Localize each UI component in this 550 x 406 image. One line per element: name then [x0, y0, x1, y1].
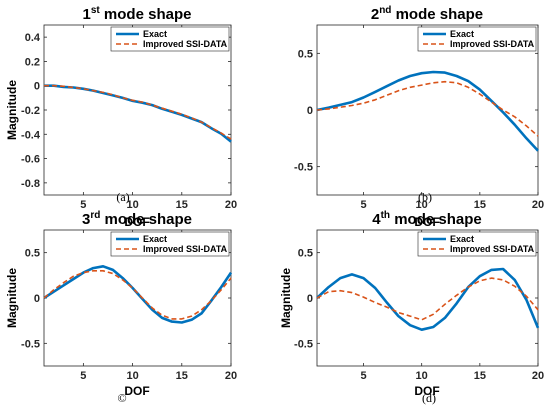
- y-tick-label: -0.5: [294, 338, 313, 350]
- chart-title: 4th mode shape: [372, 210, 482, 228]
- y-axis-label: Magnitude: [5, 268, 19, 328]
- x-tick-label: 15: [474, 370, 486, 382]
- chart-panel-4: 4th mode shape 0.5 0 -0.5 5 10 15 20 DOF Magnitud…: [279, 210, 544, 405]
- legend-box: [417, 231, 537, 257]
- y-tick-label: -0.4: [21, 129, 41, 141]
- x-tick-label: 20: [532, 199, 544, 211]
- y-axis-label: Magnitude: [5, 80, 19, 140]
- x-tick-label: 5: [80, 370, 86, 382]
- x-tick-label: 15: [176, 199, 188, 211]
- series-line-improved: [316, 80, 539, 137]
- y-tick-label: 0.2: [25, 56, 40, 68]
- legend-entry: Improved SSI-DATA: [450, 244, 535, 254]
- x-tick-label: 10: [126, 199, 138, 211]
- series-line-improved: [43, 269, 232, 320]
- legend-box: [110, 231, 230, 257]
- x-tick-label: 20: [532, 370, 544, 382]
- x-axis-label: DOF: [124, 215, 149, 229]
- x-tick-label: 5: [360, 199, 366, 211]
- legend-entry: Improved SSI-DATA: [143, 39, 228, 49]
- y-tick-label: 0: [34, 293, 40, 305]
- y-tick-label: -0.6: [21, 154, 40, 166]
- panel-caption: (d): [422, 391, 436, 405]
- x-axis-label: DOF: [414, 215, 439, 229]
- x-tick-label: 15: [176, 370, 188, 382]
- series-line-improved: [316, 277, 539, 321]
- y-tick-label: 0.5: [25, 248, 40, 260]
- y-tick-label: -0.5: [21, 338, 40, 350]
- series-line-exact: [316, 267, 540, 332]
- x-axis-label: DOF: [414, 384, 439, 398]
- chart-title: 2nd mode shape: [371, 5, 483, 23]
- x-tick-label: 5: [80, 199, 86, 211]
- legend-entry: Exact: [450, 29, 474, 39]
- x-tick-label: 10: [416, 199, 428, 211]
- chart-panel-3: 3rd mode shape 0.5 0 -0.5 5 10 15 20 DOF Magnitud…: [5, 210, 237, 405]
- y-tick-label: 0: [34, 81, 40, 93]
- y-tick-label: 0: [307, 293, 313, 305]
- legend-entry: Improved SSI-DATA: [143, 244, 228, 254]
- chart-panel-2: 2nd mode shape 0.5 0 -0.5 5 10 15 20 DOF ExactImp…: [294, 5, 544, 229]
- panel-caption: (b): [418, 190, 432, 204]
- legend-box: [417, 26, 537, 52]
- x-axis-label: DOF: [124, 384, 149, 398]
- chart-title: 1st mode shape: [83, 5, 192, 23]
- legend-entry: Exact: [450, 234, 474, 244]
- legend-entry: Exact: [143, 234, 167, 244]
- y-tick-label: 0.5: [298, 48, 313, 60]
- legend-box: [110, 26, 230, 52]
- panel-caption: (a): [116, 190, 129, 204]
- x-tick-label: 20: [225, 199, 237, 211]
- chart-title: 3rd mode shape: [82, 210, 192, 228]
- y-tick-label: 0.4: [25, 32, 41, 44]
- y-tick-label: 0.5: [298, 248, 313, 260]
- chart-panel-1: 1st mode shape 0.4 0.2 0 -0.2 -0.4 -0.6 -0.8 5 10…: [5, 5, 237, 229]
- x-tick-label: 10: [416, 370, 428, 382]
- x-tick-label: 20: [225, 370, 237, 382]
- series-line-exact: [44, 84, 232, 143]
- x-tick-label: 5: [360, 370, 366, 382]
- x-tick-label: 10: [126, 370, 138, 382]
- y-tick-label: -0.5: [294, 162, 313, 174]
- y-tick-label: -0.8: [21, 178, 40, 190]
- x-tick-label: 15: [474, 199, 486, 211]
- y-tick-label: 0: [307, 105, 313, 117]
- series-line-exact: [316, 70, 539, 152]
- y-tick-label: -0.2: [21, 105, 40, 117]
- series-line-improved: [44, 84, 232, 140]
- legend-entry: Exact: [143, 29, 167, 39]
- legend-entry: Improved SSI-DATA: [450, 39, 535, 49]
- series-line-exact: [43, 264, 233, 324]
- y-axis-label: Magnitude: [279, 268, 293, 328]
- panel-caption: ©: [117, 391, 126, 405]
